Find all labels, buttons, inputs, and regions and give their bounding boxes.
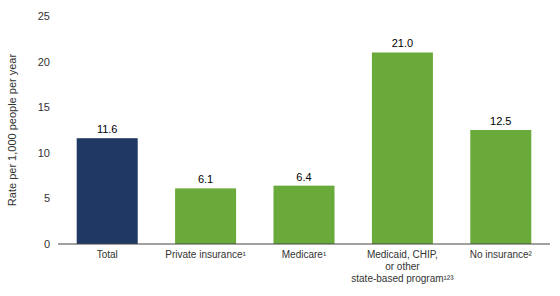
bar: [372, 52, 433, 244]
x-tick-label: Private insurance¹: [165, 249, 246, 260]
y-axis-label: Rate per 1,000 people per year: [6, 54, 18, 207]
y-tick-label: 10: [38, 147, 50, 159]
data-label: 12.5: [490, 115, 511, 127]
data-label: 6.4: [296, 171, 311, 183]
x-tick-label: No insurance²: [470, 249, 533, 260]
bars: [77, 52, 532, 244]
data-label: 21.0: [392, 37, 413, 49]
y-tick-label: 25: [38, 10, 50, 22]
chart: 0 5 10 15 20 25 Rate per 1,000 people per year…: [0, 0, 560, 296]
y-tick-label: 20: [38, 56, 50, 68]
data-label: 11.6: [97, 123, 118, 135]
y-tick-label: 5: [44, 192, 50, 204]
data-labels: 11.6 6.1 6.4 21.0 12.5: [97, 37, 512, 185]
y-tick-label: 15: [38, 101, 50, 113]
chart-container: 0 5 10 15 20 25 Rate per 1,000 people per year…: [0, 0, 560, 296]
bar: [470, 130, 531, 244]
bar: [175, 188, 236, 244]
y-tick-label: 0: [44, 238, 50, 250]
data-label: 6.1: [198, 173, 213, 185]
x-axis-line: [58, 244, 550, 245]
x-tick-label: Medicare¹: [282, 249, 327, 260]
x-tick-label: Medicaid, CHIP,or otherstate-based progr…: [351, 249, 454, 284]
bar: [273, 186, 334, 244]
y-axis: 0 5 10 15 20 25: [38, 10, 50, 250]
x-axis: Total Private insurance¹ Medicare¹ Medicaid…: [97, 249, 533, 284]
bar: [77, 138, 138, 244]
x-tick-label: Total: [97, 249, 118, 260]
